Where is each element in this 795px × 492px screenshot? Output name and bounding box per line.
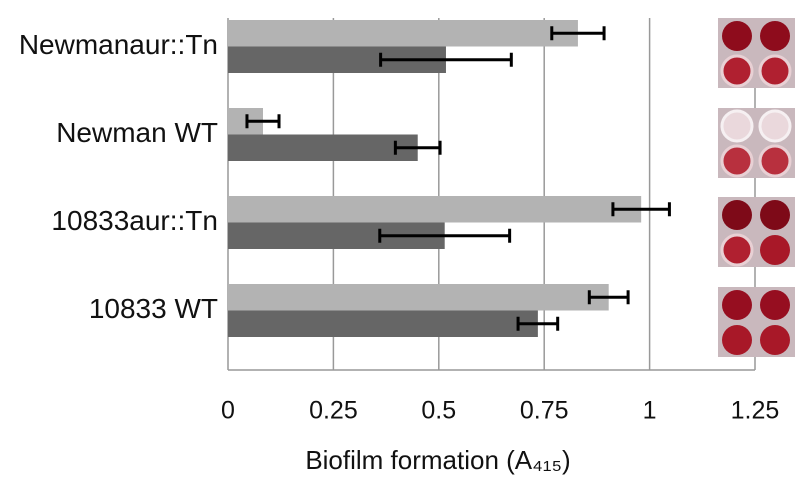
- x-tick-label: 0.75: [520, 397, 569, 425]
- error-bar: [245, 114, 281, 129]
- error-bar: [379, 52, 513, 67]
- well-plate: [718, 197, 795, 267]
- bar: [228, 20, 578, 47]
- error-bar: [378, 228, 512, 243]
- error-bar: [550, 26, 606, 41]
- bar: [228, 196, 642, 223]
- error-bar: [516, 316, 560, 331]
- bar: [228, 134, 418, 161]
- x-tick-label: 1: [643, 397, 657, 425]
- bar: [228, 310, 538, 337]
- error-bar: [393, 140, 442, 155]
- x-tick-label: 0.25: [309, 397, 358, 425]
- x-axis-label: Biofilm formation (A₄₁₅): [305, 445, 570, 475]
- well-plate: [718, 108, 795, 178]
- x-tick-label: 0.5: [421, 397, 456, 425]
- error-bar: [611, 202, 671, 217]
- y-tick-label: 10833aur::Tn: [51, 205, 218, 236]
- y-tick-label: 10833 WT: [89, 293, 218, 324]
- well-images: [718, 18, 795, 357]
- error-bar: [587, 290, 630, 305]
- y-tick-label: Newmanaur::Tn: [19, 29, 218, 60]
- x-tick-label: 1.25: [731, 397, 780, 425]
- well-plate: [718, 287, 795, 357]
- y-tick-label: Newman WT: [56, 117, 218, 148]
- well-plate: [718, 18, 795, 88]
- x-tick-label: 0: [221, 397, 235, 425]
- bar: [228, 284, 609, 311]
